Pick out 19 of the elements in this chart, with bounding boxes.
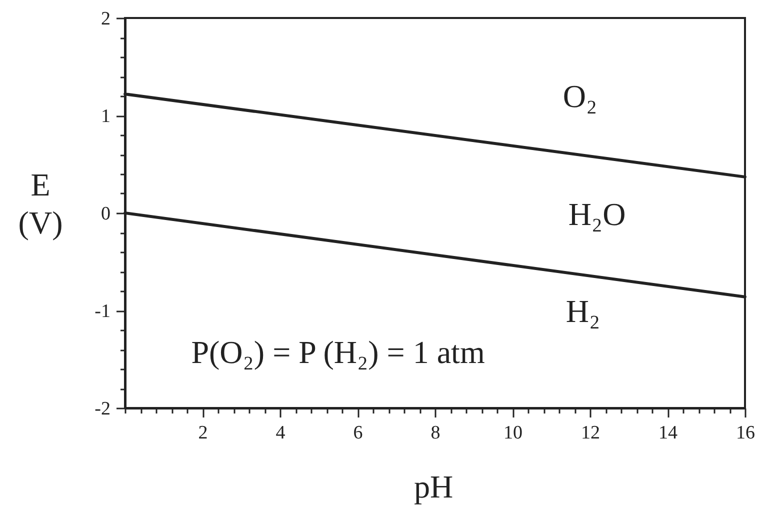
- y-tick-label: 1: [101, 106, 110, 127]
- y-axis-title: E (V): [18, 166, 63, 240]
- annotation: H₂O: [568, 196, 626, 232]
- x-tick-label: 12: [581, 422, 600, 444]
- x-tick-label: 6: [353, 422, 363, 444]
- y-tick-label: 0: [101, 204, 110, 224]
- x-tick-label: 10: [504, 422, 522, 444]
- y-tick-label: -2: [94, 398, 110, 420]
- annotation: O₂: [562, 78, 598, 114]
- annotation: H₂: [566, 293, 600, 329]
- x-tick-label: 14: [658, 422, 678, 444]
- x-tick-label: 4: [276, 422, 286, 444]
- y-tick-label: -1: [94, 301, 110, 322]
- y-tick-label: 2: [101, 8, 110, 30]
- x-axis-title: pH: [414, 468, 454, 504]
- x-tick-label: 16: [736, 422, 755, 444]
- x-tick-label: 2: [198, 422, 208, 444]
- x-tick-label: 8: [430, 422, 440, 444]
- annotation: P(O₂) = P (H₂) = 1 atm: [191, 334, 485, 370]
